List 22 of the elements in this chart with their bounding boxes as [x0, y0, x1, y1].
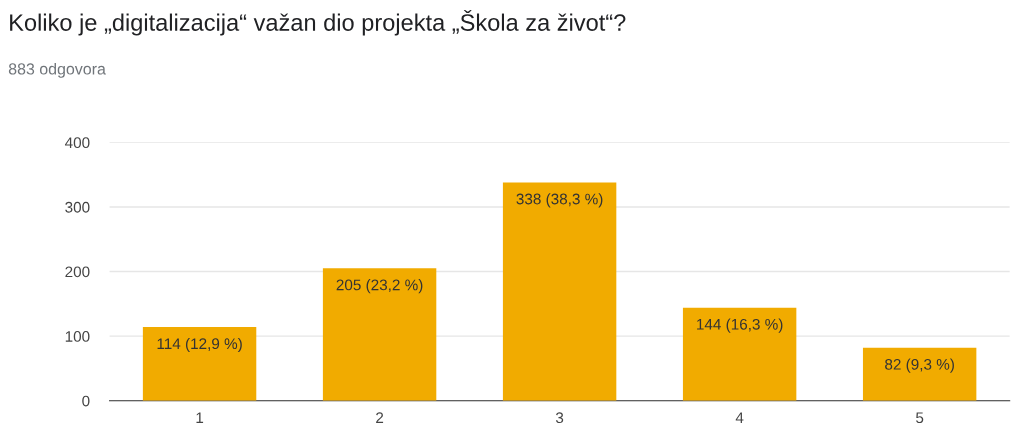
bar	[502, 182, 617, 401]
x-tick-label: 2	[376, 412, 384, 423]
data-label: 114 (12,9 %)	[157, 337, 242, 353]
y-tick-label: 300	[65, 201, 90, 213]
chart-subtitle: 883 odgovora	[8, 62, 106, 78]
x-tick-label: 3	[555, 412, 564, 424]
y-tick-label: 400	[64, 137, 90, 149]
bar	[862, 347, 977, 401]
data-label: 338 (38,3 %)	[516, 193, 603, 208]
y-tick-label: 0	[82, 395, 90, 407]
x-tick-label: 5	[916, 412, 924, 424]
data-label: 82 (9,3 %)	[885, 358, 954, 373]
bar	[682, 307, 797, 401]
data-label: 144 (16,3 %)	[697, 318, 783, 333]
y-tick-label: 200	[65, 266, 90, 278]
chart-title: Koliko je „digitalizacija“ važan dio projekta „Škola za život“?	[10, 10, 626, 36]
y-tick-label: 100	[65, 331, 90, 342]
x-tick-label: 1	[196, 412, 204, 423]
data-label: 205 (23,2 %)	[336, 279, 423, 294]
bar	[322, 268, 437, 401]
bar	[142, 327, 257, 401]
x-tick-label: 4	[735, 412, 744, 423]
